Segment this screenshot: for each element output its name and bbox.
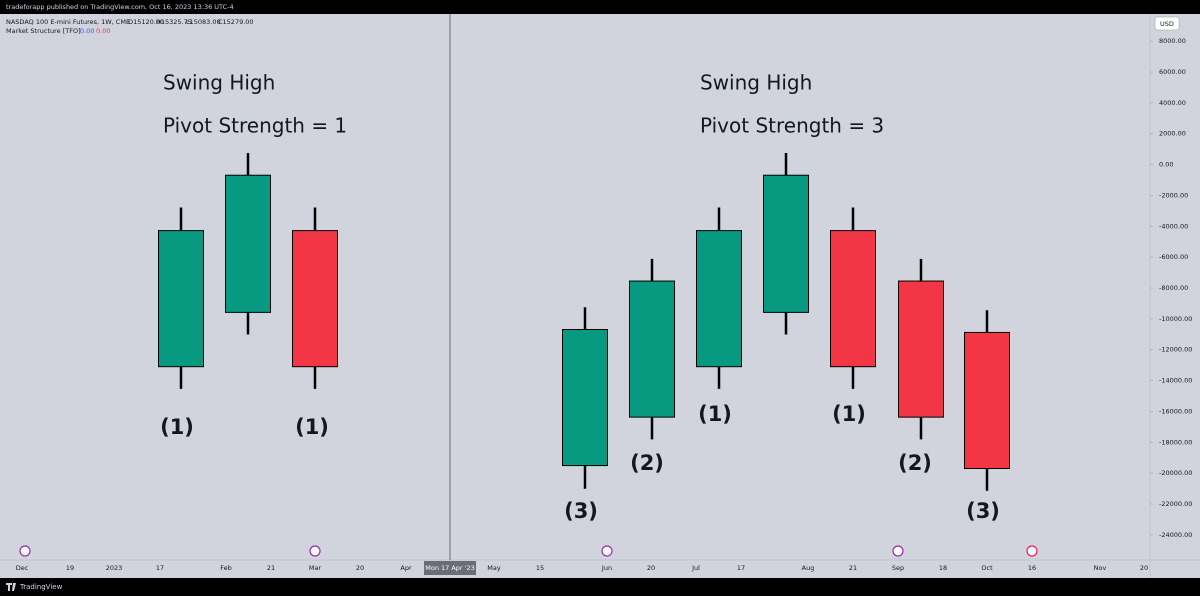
candle-body — [964, 331, 1010, 470]
candle-body — [562, 329, 608, 467]
currency: USD — [1160, 20, 1174, 28]
y-tick-label: -16000.00 — [1159, 407, 1192, 415]
x-tick-label: 15 — [536, 564, 544, 572]
y-tick-label: -24000.00 — [1159, 531, 1192, 539]
currency-box[interactable] — [1154, 16, 1180, 31]
brand: TradingView — [19, 583, 63, 591]
y-tick-label: 6000.00 — [1159, 68, 1186, 76]
x-tick-label: 18 — [939, 564, 947, 572]
y-tick-label: -18000.00 — [1159, 438, 1192, 446]
x-tick-label: 20 — [647, 564, 655, 572]
indicator-value: 0.00 — [96, 27, 110, 35]
crosshair-label: Mon 17 Apr '23 — [425, 564, 474, 572]
candle-body — [763, 174, 809, 313]
event-icon[interactable] — [601, 545, 613, 557]
candle-label: (3) — [966, 499, 1000, 523]
x-tick-label: Oct — [981, 564, 993, 572]
x-tick-label: 21 — [849, 564, 857, 572]
x-tick-label: Mar — [309, 564, 322, 572]
ohlc-value: L15083.00 — [186, 18, 221, 26]
annotation: Swing High — [163, 71, 275, 95]
candle-label: (3) — [564, 499, 598, 523]
top-bar — [0, 0, 1200, 14]
candle-body — [158, 230, 204, 368]
x-tick-label: Dec — [16, 564, 29, 572]
x-tick-label: Jul — [691, 564, 700, 572]
candle-label: (2) — [898, 451, 932, 475]
x-tick-label: May — [487, 564, 501, 572]
x-tick-label: Jun — [601, 564, 612, 572]
annotation: Pivot Strength = 3 — [700, 114, 884, 138]
candle-body — [830, 230, 876, 368]
candle-label: (2) — [630, 451, 664, 475]
x-tick-label: Apr — [400, 564, 412, 572]
ohlc-value: C15279.00 — [218, 18, 254, 26]
y-tick-label: 4000.00 — [1159, 99, 1186, 107]
y-tick-label: 8000.00 — [1159, 37, 1186, 45]
y-tick-label: -10000.00 — [1159, 315, 1192, 323]
event-icon[interactable] — [309, 545, 321, 557]
candle-body — [696, 230, 742, 368]
x-tick-label: 17 — [156, 564, 164, 572]
event-icon[interactable] — [1026, 545, 1038, 557]
y-tick-label: -14000.00 — [1159, 377, 1192, 385]
ohlc-value: H15325.75 — [156, 18, 192, 26]
y-tick-label: -12000.00 — [1159, 346, 1192, 354]
x-tick-label: Nov — [1094, 564, 1107, 572]
x-tick-label: 20 — [356, 564, 364, 572]
candle-label: (1) — [698, 402, 732, 426]
x-tick-label: 2023 — [106, 564, 123, 572]
candle-body — [292, 230, 338, 368]
indicator-name: Market Structure [TFO] — [6, 27, 81, 35]
candle-label: (1) — [295, 415, 329, 439]
x-tick-label: Feb — [220, 564, 232, 572]
indicator-value: 0.00 — [80, 27, 94, 35]
candle-body — [225, 174, 271, 313]
x-tick-label: 21 — [267, 564, 275, 572]
annotation: Pivot Strength = 1 — [163, 114, 347, 138]
candle-body — [629, 280, 675, 418]
event-icons — [19, 545, 1038, 557]
x-tick-label: Aug — [802, 564, 815, 572]
x-tick-label: 20 — [1140, 564, 1148, 572]
y-tick-label: 0.00 — [1159, 161, 1173, 169]
x-tick-label: Sep — [892, 564, 904, 572]
candle-label: (1) — [160, 415, 194, 439]
candle-body — [898, 280, 944, 418]
logo — [6, 583, 16, 591]
annotation: Swing High — [700, 71, 812, 95]
footer-bar — [0, 578, 1200, 596]
ohlc-value: O15120.00 — [128, 18, 164, 26]
y-tick-label: -22000.00 — [1159, 500, 1192, 508]
published-text: tradeforapp published on TradingView.com… — [6, 3, 234, 11]
symbol: NASDAQ 100 E-mini Futures, 1W, CME — [6, 18, 130, 26]
y-tick-label: -20000.00 — [1159, 469, 1192, 477]
x-tick-label: 19 — [66, 564, 74, 572]
y-tick-label: 2000.00 — [1159, 130, 1186, 138]
candle-label: (1) — [832, 402, 866, 426]
crosshair-box — [424, 561, 476, 575]
y-tick-label: -6000.00 — [1159, 253, 1188, 261]
x-tick-label: 17 — [737, 564, 745, 572]
y-tick-label: -2000.00 — [1159, 191, 1188, 199]
event-icon[interactable] — [19, 545, 31, 557]
y-tick-label: -8000.00 — [1159, 284, 1188, 292]
event-icon[interactable] — [892, 545, 904, 557]
y-tick-label: -4000.00 — [1159, 222, 1188, 230]
x-tick-label: 16 — [1028, 564, 1036, 572]
